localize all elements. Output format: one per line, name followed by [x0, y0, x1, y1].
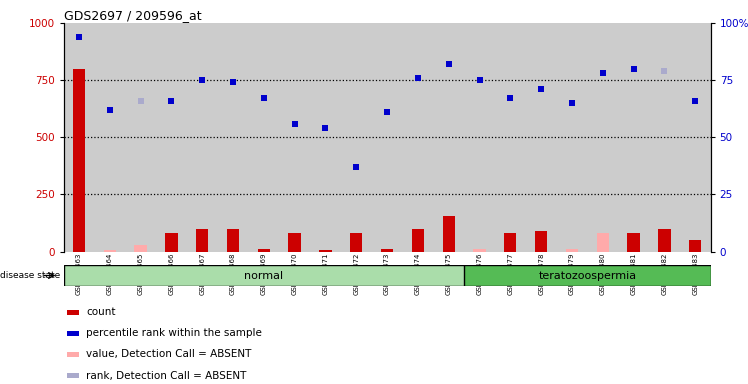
Bar [411, 229, 424, 252]
Bar [557, 23, 587, 252]
Bar [464, 265, 711, 286]
Bar [165, 233, 177, 252]
Point [628, 66, 640, 72]
Bar [341, 23, 372, 252]
Text: count: count [86, 307, 115, 317]
Bar [125, 23, 156, 252]
Text: rank, Detection Call = ABSENT: rank, Detection Call = ABSENT [86, 371, 246, 381]
Point [135, 98, 147, 104]
Point [412, 75, 424, 81]
Point [227, 79, 239, 86]
Text: GDS2697 / 209596_at: GDS2697 / 209596_at [64, 9, 201, 22]
Bar [618, 23, 649, 252]
Point [504, 95, 516, 101]
Bar [464, 23, 495, 252]
Bar [64, 265, 464, 286]
Point [350, 164, 362, 170]
Bar [67, 331, 79, 336]
Bar [187, 23, 218, 252]
Bar [94, 23, 125, 252]
Bar [535, 231, 548, 252]
Point [258, 95, 270, 101]
Bar [67, 352, 79, 357]
Bar [289, 233, 301, 252]
Bar [196, 229, 209, 252]
Text: disease state: disease state [0, 271, 61, 280]
Bar [402, 23, 433, 252]
Bar [597, 233, 609, 252]
Bar [473, 249, 485, 252]
Bar [257, 249, 270, 252]
Text: value, Detection Call = ABSENT: value, Detection Call = ABSENT [86, 349, 251, 359]
Bar [495, 23, 526, 252]
Point [289, 121, 301, 127]
Point [196, 77, 208, 83]
Bar [64, 23, 94, 252]
Bar [587, 23, 618, 252]
Bar [372, 23, 402, 252]
Bar [67, 373, 79, 378]
Text: teratozoospermia: teratozoospermia [539, 270, 637, 281]
Bar [565, 249, 578, 252]
Text: percentile rank within the sample: percentile rank within the sample [86, 328, 262, 338]
Point [473, 77, 485, 83]
Bar [73, 69, 85, 252]
Bar [628, 233, 640, 252]
Point [535, 86, 547, 93]
Bar [350, 233, 363, 252]
Bar [504, 233, 516, 252]
Bar [248, 23, 279, 252]
Point [165, 98, 177, 104]
Point [73, 34, 85, 40]
Text: normal: normal [245, 270, 283, 281]
Point [689, 98, 701, 104]
Bar [689, 240, 702, 252]
Point [443, 61, 455, 67]
Point [104, 107, 116, 113]
Point [566, 100, 578, 106]
Bar [680, 23, 711, 252]
Bar [649, 23, 680, 252]
Bar [443, 216, 455, 252]
Bar [319, 250, 331, 252]
Bar [218, 23, 248, 252]
Bar [279, 23, 310, 252]
Bar [381, 249, 393, 252]
Point [597, 70, 609, 76]
Bar [227, 229, 239, 252]
Point [381, 109, 393, 115]
Point [319, 125, 331, 131]
Bar [310, 23, 341, 252]
Point [658, 68, 670, 74]
Bar [104, 250, 116, 252]
Bar [67, 310, 79, 315]
Bar [658, 229, 670, 252]
Bar [135, 245, 147, 252]
Bar [526, 23, 557, 252]
Bar [433, 23, 464, 252]
Bar [156, 23, 187, 252]
